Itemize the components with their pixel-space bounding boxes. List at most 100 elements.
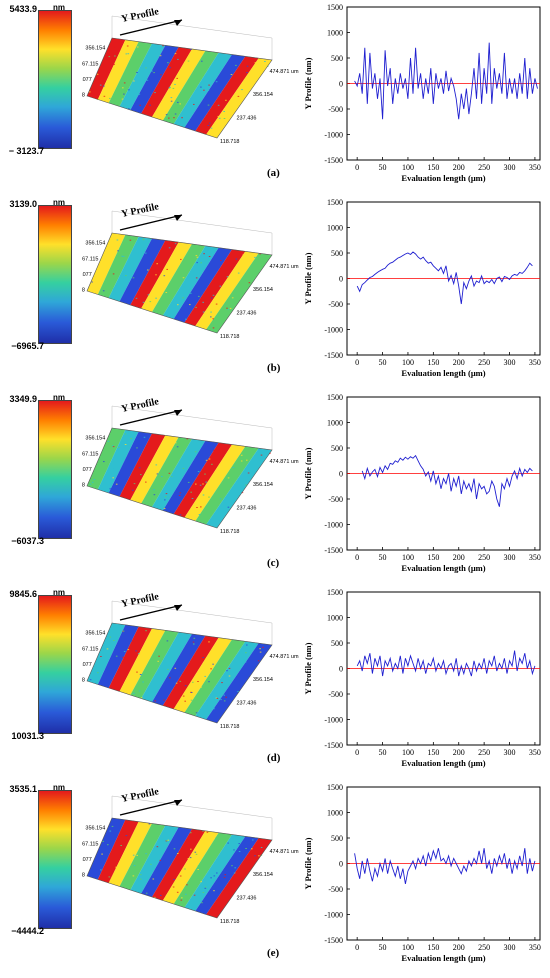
surface-texture-speck bbox=[229, 307, 232, 309]
surface-texture-speck bbox=[226, 694, 229, 696]
surface-texture-speck bbox=[146, 79, 149, 81]
surface-texture-speck bbox=[167, 839, 170, 841]
surface-texture-speck bbox=[138, 690, 141, 692]
surface-svg: Y Profile 356.154 267.115 178.077 89.038 118.… bbox=[68, 591, 299, 730]
profile-direction-label: Y Profile bbox=[120, 8, 160, 25]
surface-texture-speck bbox=[125, 667, 127, 669]
surface-band bbox=[87, 623, 126, 685]
surface-texture-speck bbox=[248, 282, 251, 284]
surface-topography-map: Y Profile 356.154 267.115 178.077 89.038 118.… bbox=[68, 201, 302, 358]
surface-texture-speck bbox=[112, 446, 115, 448]
surface-texture-speck bbox=[179, 875, 182, 877]
surface-texture-speck bbox=[259, 253, 261, 255]
surface-texture-speck bbox=[153, 489, 155, 491]
color-scale-max-label: 3139.0 bbox=[9, 199, 37, 209]
surface-texture-speck bbox=[153, 72, 155, 74]
surface-texture-speck bbox=[186, 438, 189, 440]
x-tick-label: 150 bbox=[427, 943, 439, 952]
surface-texture-speck bbox=[147, 294, 150, 296]
surface-texture-speck bbox=[257, 660, 260, 662]
surface-texture-speck bbox=[127, 649, 130, 651]
surface-band bbox=[87, 428, 126, 490]
y-tick-label: -1500 bbox=[324, 156, 343, 165]
surface-texture-speck bbox=[160, 74, 162, 76]
surface-texture-speck bbox=[201, 902, 203, 904]
color-scale-min-label: −4444.2 bbox=[11, 926, 44, 936]
surface-texture-speck bbox=[204, 887, 207, 889]
x-tick-label: 300 bbox=[504, 553, 516, 562]
surface-topography-map: Y Profile 356.154 267.115 178.077 89.038 118.… bbox=[68, 786, 302, 943]
surface-texture-speck bbox=[112, 491, 114, 493]
surface-texture-speck bbox=[208, 458, 211, 460]
surface-texture-speck bbox=[143, 830, 145, 832]
x-tick-label: 0 bbox=[355, 358, 359, 367]
y-tick-label: 1500 bbox=[327, 783, 343, 792]
surface-y-tick-label: 356.154 bbox=[85, 436, 105, 442]
surface-texture-speck bbox=[228, 667, 231, 669]
surface-texture-speck bbox=[166, 640, 169, 642]
surface-texture-speck bbox=[232, 467, 235, 469]
surface-texture-speck bbox=[258, 855, 260, 857]
surface-texture-speck bbox=[122, 255, 125, 257]
surface-texture-speck bbox=[189, 857, 192, 859]
surface-texture-speck bbox=[111, 825, 114, 827]
surface-band bbox=[108, 236, 152, 302]
surface-texture-speck bbox=[226, 307, 228, 309]
y-tick-label: -1500 bbox=[324, 936, 343, 945]
surface-texture-speck bbox=[216, 697, 219, 699]
surface-band bbox=[195, 56, 259, 135]
x-tick-label: 200 bbox=[453, 553, 465, 562]
surface-texture-speck bbox=[211, 463, 213, 465]
surface-texture-speck bbox=[145, 481, 147, 483]
x-tick-label: 200 bbox=[453, 943, 465, 952]
surface-texture-speck bbox=[139, 104, 141, 106]
surface-texture-speck bbox=[133, 483, 136, 485]
surface-texture-speck bbox=[113, 640, 115, 641]
surface-texture-speck bbox=[145, 892, 148, 894]
surface-y-tick-label: 89.038 bbox=[82, 678, 85, 684]
surface-texture-speck bbox=[145, 853, 147, 855]
surface-texture-speck bbox=[208, 256, 211, 257]
y-tick-label: 0 bbox=[339, 860, 343, 869]
profile-arrow-head bbox=[174, 800, 182, 806]
surface-texture-speck bbox=[193, 103, 195, 105]
surface-x-tick-label: 474.871 um bbox=[270, 654, 299, 660]
x-tick-label: 200 bbox=[453, 748, 465, 757]
surface-texture-speck bbox=[119, 493, 121, 495]
panel-label: (b) bbox=[267, 362, 281, 374]
profile-arrow-head bbox=[174, 215, 182, 221]
surface-texture-speck bbox=[109, 636, 112, 638]
y-tick-label: 0 bbox=[339, 470, 343, 479]
surface-texture-speck bbox=[152, 878, 155, 880]
y-profile-series-line bbox=[356, 251, 533, 305]
surface-texture-speck bbox=[175, 442, 177, 444]
surface-texture-speck bbox=[245, 484, 247, 486]
surface-texture-speck bbox=[226, 670, 228, 672]
x-tick-label: 50 bbox=[379, 163, 387, 172]
surface-texture-speck bbox=[181, 662, 183, 664]
surface-texture-speck bbox=[174, 667, 177, 669]
surface-texture-speck bbox=[217, 104, 220, 106]
surface-band bbox=[162, 50, 219, 125]
color-scale-unit-label: nm bbox=[53, 393, 65, 402]
surface-texture-speck bbox=[202, 301, 204, 303]
surface-texture-speck bbox=[141, 674, 143, 676]
surface-texture-speck bbox=[190, 691, 192, 693]
color-scale-bar bbox=[38, 10, 72, 149]
surface-texture-speck bbox=[228, 675, 231, 677]
surface-y-tick-label: 178.077 bbox=[82, 662, 92, 668]
surface-texture-speck bbox=[142, 238, 145, 240]
surface-texture-speck bbox=[223, 118, 226, 119]
x-tick-label: 350 bbox=[529, 943, 541, 952]
surface-texture-speck bbox=[246, 65, 249, 67]
surface-y-tick-label: 356.154 bbox=[85, 241, 105, 247]
surface-texture-speck bbox=[160, 894, 162, 896]
surface-texture-speck bbox=[169, 86, 171, 88]
surface-texture-speck bbox=[241, 646, 244, 648]
surface-texture-speck bbox=[182, 695, 185, 697]
x-tick-label: 300 bbox=[504, 943, 516, 952]
panel-label: (c) bbox=[267, 557, 280, 569]
x-axis-label: Evaluation length (μm) bbox=[401, 368, 485, 378]
surface-texture-speck bbox=[169, 677, 171, 679]
x-tick-label: 350 bbox=[529, 358, 541, 367]
